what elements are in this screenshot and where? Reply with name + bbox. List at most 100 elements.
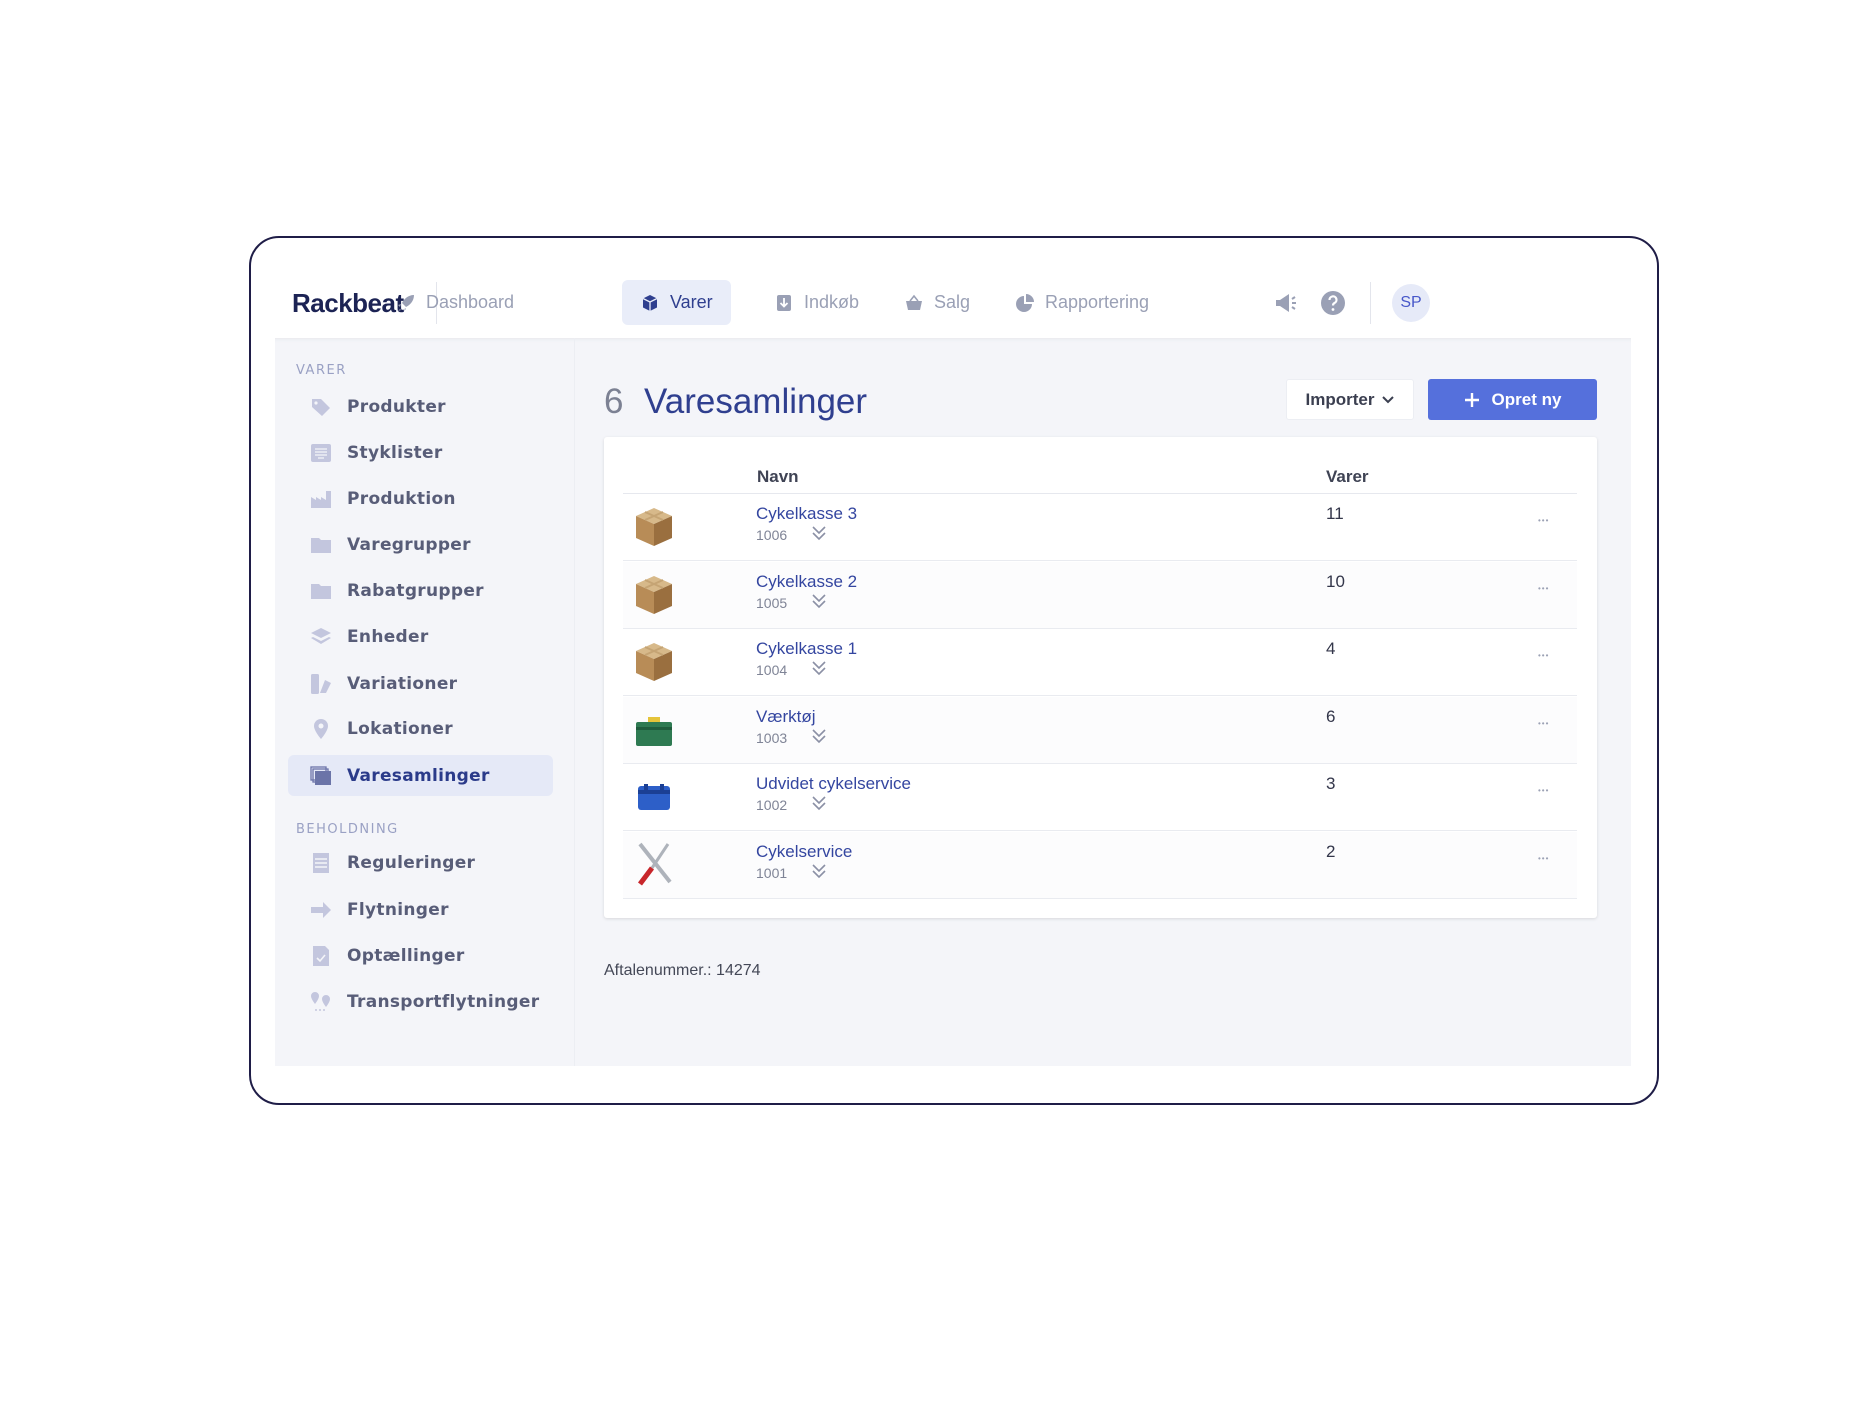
table-row[interactable]: Cykelkasse 1 1004 4 •••	[623, 629, 1577, 696]
logo[interactable]: Rackbeat	[292, 288, 404, 318]
items-count: 10	[1326, 571, 1345, 591]
layers-icon	[311, 627, 331, 644]
collection-name-link[interactable]: Cykelservice	[756, 841, 853, 861]
cardboard-box-image	[636, 508, 672, 546]
nav-salg[interactable]: Salg	[886, 280, 988, 325]
sidebar-item-varegrupper[interactable]: Varegrupper	[288, 524, 553, 565]
nav-label: Varer	[670, 292, 713, 312]
sidebar-item-optaellinger[interactable]: Optællinger	[288, 935, 553, 976]
section-title-beholdning: BEHOLDNING	[296, 822, 399, 837]
more-options-icon[interactable]: •••	[1538, 651, 1550, 660]
nav-label: Salg	[934, 292, 971, 312]
collection-name-link[interactable]: Udvidet cykelservice	[756, 774, 911, 793]
sidebar-item-label: Transportflytninger	[347, 991, 540, 1012]
table-row[interactable]: Værktøj 1003 6 •••	[623, 696, 1577, 764]
sidebar-item-styklister[interactable]: Styklister	[288, 432, 553, 473]
table-row[interactable]: Cykelkasse 3 1006 11 •••	[623, 494, 1577, 561]
avatar[interactable]: SP	[1392, 284, 1430, 322]
sidebar-item-lokationer[interactable]: Lokationer	[288, 708, 553, 749]
items-count: 11	[1326, 504, 1344, 523]
nav-label: Dashboard	[426, 292, 515, 312]
tag-icon	[312, 398, 330, 416]
sidebar-item-transportflytninger[interactable]: Transportflytninger	[288, 981, 553, 1022]
sidebar-item-rabatgrupper[interactable]: Rabatgrupper	[288, 570, 553, 611]
collection-name-link[interactable]: Cykelkasse 3	[756, 504, 858, 523]
collection-number: 1002	[756, 797, 788, 813]
sidebar-item-label: Optællinger	[347, 945, 465, 966]
sidebar-item-produktion[interactable]: Produktion	[288, 478, 553, 519]
table-row[interactable]: Udvidet cykelservice 1002 3 •••	[623, 764, 1577, 831]
basket-icon	[906, 294, 922, 310]
double-chevron-down-icon[interactable]	[811, 592, 827, 610]
download-icon	[777, 294, 791, 311]
collection-name-link[interactable]: Cykelkasse 2	[756, 571, 858, 591]
list-icon	[311, 443, 331, 462]
sidebar-item-label: Varegrupper	[347, 534, 471, 555]
divider	[436, 282, 437, 324]
more-options-icon[interactable]: •••	[1538, 786, 1550, 795]
double-chevron-down-icon[interactable]	[811, 794, 827, 812]
column-header-name[interactable]: Navn	[757, 467, 799, 486]
double-chevron-down-icon[interactable]	[811, 524, 827, 542]
tools-image	[638, 842, 672, 885]
collection-count: 6	[604, 382, 624, 421]
sidebar-item-label: Varesamlinger	[347, 765, 490, 786]
nav-label: Indkøb	[804, 292, 860, 312]
nav-rapportering[interactable]: Rapportering	[997, 280, 1167, 325]
sidebar-item-flytninger[interactable]: Flytninger	[288, 889, 553, 930]
more-options-icon[interactable]: •••	[1538, 853, 1550, 863]
document-icon	[313, 852, 329, 873]
sidebar-item-label: Lokationer	[347, 718, 453, 739]
sidebar-item-label: Enheder	[347, 626, 429, 647]
create-new-button[interactable]: Opret ny	[1428, 379, 1597, 420]
rocket-icon	[398, 294, 414, 311]
more-options-icon[interactable]: •••	[1538, 583, 1550, 593]
content-area: VARER Produkter Styklister Produktion Va…	[275, 338, 1631, 1066]
import-button[interactable]: Importer	[1286, 379, 1414, 420]
double-chevron-down-icon[interactable]	[811, 659, 827, 677]
megaphone-icon[interactable]	[1273, 290, 1299, 316]
map-pin-icon	[314, 718, 328, 739]
cardboard-box-image	[636, 643, 672, 681]
double-chevron-down-icon[interactable]	[811, 727, 827, 745]
nav-dashboard[interactable]: Dashboard	[378, 280, 532, 325]
swatch-icon	[311, 673, 331, 694]
sidebar-item-label: Produkter	[347, 396, 446, 417]
double-chevron-down-icon[interactable]	[811, 862, 827, 880]
column-header-items[interactable]: Varer	[1326, 467, 1369, 486]
sidebar-item-label: Flytninger	[347, 899, 449, 920]
collection-number: 1003	[756, 729, 788, 746]
nav-varer[interactable]: Varer	[622, 280, 731, 325]
folder-icon	[311, 537, 331, 553]
page-title: Varesamlinger	[644, 382, 868, 421]
sidebar-item-label: Reguleringer	[347, 852, 476, 873]
sidebar-item-varesamlinger[interactable]: Varesamlinger	[288, 755, 553, 796]
collection-number: 1005	[756, 594, 788, 611]
table-row[interactable]: Cykelkasse 2 1005 10 •••	[623, 561, 1577, 629]
sidebar-item-label: Styklister	[347, 442, 443, 463]
divider	[623, 493, 1577, 494]
sidebar-item-variationer[interactable]: Variationer	[288, 663, 553, 704]
plus-icon	[1464, 392, 1479, 407]
sidebar-item-reguleringer[interactable]: Reguleringer	[288, 842, 553, 883]
collection-number: 1001	[756, 864, 788, 881]
collection-icon	[310, 765, 331, 785]
sidebar-item-enheder[interactable]: Enheder	[288, 616, 553, 657]
nav-label: Rapportering	[1045, 292, 1150, 312]
help-icon[interactable]	[1320, 290, 1346, 316]
green-toolbox-image	[636, 716, 672, 746]
arrow-right-icon	[311, 901, 331, 918]
chevron-down-icon	[1382, 395, 1395, 403]
collection-name-link[interactable]: Cykelkasse 1	[756, 639, 858, 658]
collection-number: 1006	[756, 527, 788, 543]
items-count: 3	[1326, 774, 1336, 793]
more-options-icon[interactable]: •••	[1538, 516, 1550, 525]
table-row[interactable]: Cykelservice 1001 2 •••	[623, 831, 1577, 899]
collection-name-link[interactable]: Værktøj	[756, 706, 816, 726]
nav-indkob[interactable]: Indkøb	[756, 280, 877, 325]
sidebar-item-produkter[interactable]: Produkter	[288, 386, 553, 427]
route-pins-icon	[311, 991, 330, 1011]
checklist-icon	[313, 945, 329, 966]
section-title-varer: VARER	[296, 363, 347, 378]
more-options-icon[interactable]: •••	[1538, 718, 1550, 728]
